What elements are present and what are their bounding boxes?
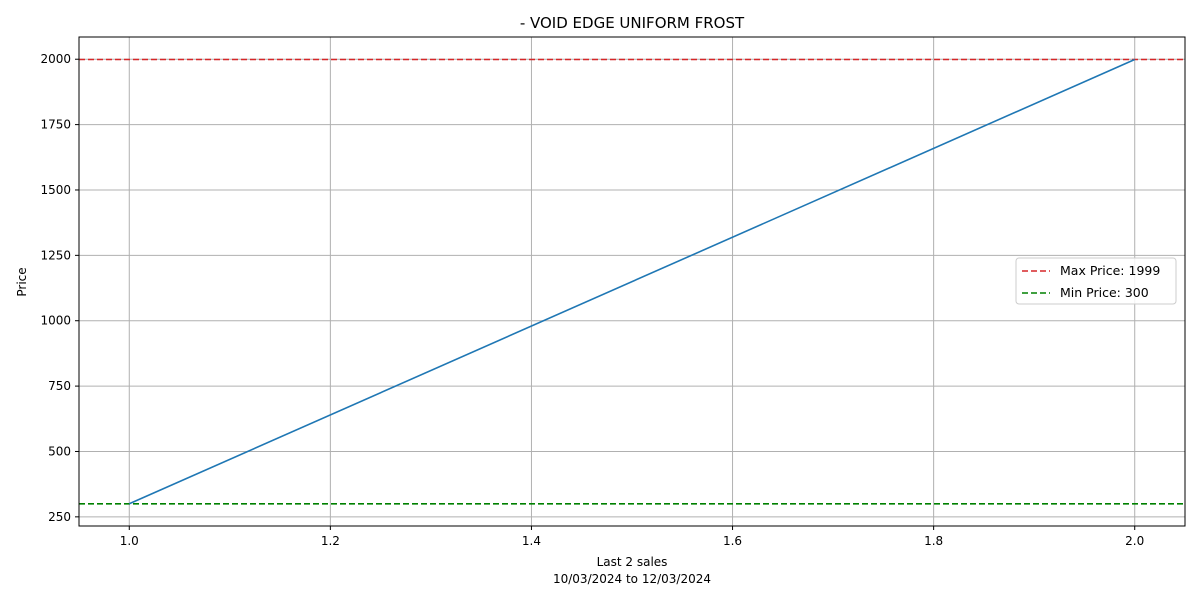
y-axis-title: Price [15, 267, 29, 296]
legend-entry: Max Price: 1999 [1060, 263, 1160, 278]
legend-entry: Min Price: 300 [1060, 285, 1149, 300]
x-tick-label: 1.4 [522, 534, 541, 548]
y-tick-label: 1000 [40, 314, 71, 328]
y-tick-label: 2000 [40, 52, 71, 66]
x-tick-label: 2.0 [1125, 534, 1144, 548]
y-tick-label: 1750 [40, 118, 71, 132]
x-tick-label: 1.2 [321, 534, 340, 548]
series-layer [128, 58, 1136, 505]
y-axis: 250 500 750 1000 1250 1500 1750 2000 [40, 52, 79, 524]
y-tick-label: 1250 [40, 248, 71, 262]
reference-lines [79, 58, 1185, 505]
x-axis: 1.0 1.2 1.4 1.6 1.8 2.0 [120, 526, 1144, 548]
x-tick-label: 1.8 [924, 534, 943, 548]
x-tick-label: 1.6 [723, 534, 742, 548]
legend-box [1015, 257, 1177, 305]
y-tick-label: 500 [48, 444, 71, 458]
x-tick-label: 1.0 [120, 534, 139, 548]
plot-frame [78, 36, 1186, 527]
x-axis-title: Last 2 sales [597, 555, 668, 569]
y-tick-label: 750 [48, 379, 71, 393]
legend: Max Price: 1999 Min Price: 300 [1015, 257, 1177, 305]
chart-title: - VOID EDGE UNIFORM FROST [520, 14, 745, 32]
y-tick-label: 1500 [40, 183, 71, 197]
y-tick-label: 250 [48, 510, 71, 524]
price-series-line [128, 58, 1136, 505]
x-axis-subtitle: 10/03/2024 to 12/03/2024 [553, 572, 711, 586]
